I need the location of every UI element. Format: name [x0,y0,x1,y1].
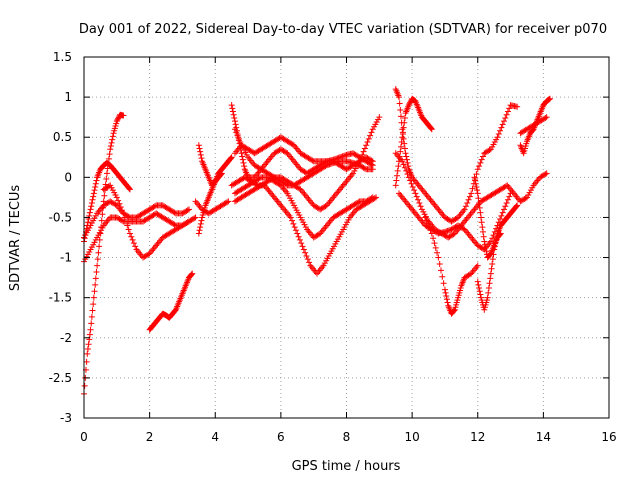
x-tick-label: 8 [343,430,351,444]
series-s22 [471,174,504,261]
data-marker-s20 [422,214,481,317]
data-marker-s7 [195,154,235,237]
series-s8 [195,142,225,189]
data-marker-s6 [146,270,196,333]
series-s20 [422,214,481,317]
x-tick-label: 16 [601,430,616,444]
y-tick-label: 1.5 [53,50,72,64]
data-marker-s23 [517,95,553,157]
x-tick-label: 0 [80,430,88,444]
data-marker-s5 [100,182,199,261]
series-s15 [231,126,376,189]
series-s6 [146,270,196,333]
series-s24 [517,114,550,137]
y-tick-label: -2 [60,331,72,345]
data-marker-s16 [392,86,521,225]
data-points-layer [81,86,553,397]
x-tick-label: 10 [404,430,419,444]
x-tick-label: 4 [211,430,219,444]
grid-layer [84,57,609,418]
x-tick-label: 14 [536,430,551,444]
x-axis-label: GPS time / hours [292,459,401,474]
y-tick-label: -3 [60,411,72,425]
series-s7 [195,154,235,237]
x-tick-label: 12 [470,430,485,444]
data-marker-s8 [195,142,225,189]
data-marker-s14 [231,114,383,213]
data-marker-s13 [231,174,376,241]
y-tick-label: 0.5 [53,130,72,144]
series-s14 [231,114,383,213]
y-tick-label: 0 [64,170,72,184]
series-s23 [517,95,553,157]
series-s9 [192,198,232,217]
y-tick-label: -1 [60,251,72,265]
y-axis-label: SDTVAR / TECUs [8,185,23,292]
y-tick-label: -1.5 [49,291,72,305]
y-tick-label: -0.5 [49,210,72,224]
y-tick-label: -2.5 [49,371,72,385]
x-tick-label: 6 [277,430,285,444]
series-s11 [231,134,376,169]
series-s16 [392,86,521,225]
y-tick-label: 1 [64,90,72,104]
data-marker-s11 [231,134,376,169]
data-marker-s9 [192,198,232,217]
x-tick-label: 2 [146,430,154,444]
data-marker-s15 [231,126,376,189]
ticks-layer: 0 2 4 6 8 10 12 14 16 -3 -2.5 -2 -1.5 -1 -0.5 0 0.5 1 1.5 [49,50,617,444]
data-marker-s24 [517,114,550,137]
chart-title: Day 001 of 2022, Sidereal Day-to-day VTE… [79,22,607,37]
series-s13 [231,174,376,241]
data-marker-s22 [471,174,504,261]
series-s5 [100,182,199,261]
